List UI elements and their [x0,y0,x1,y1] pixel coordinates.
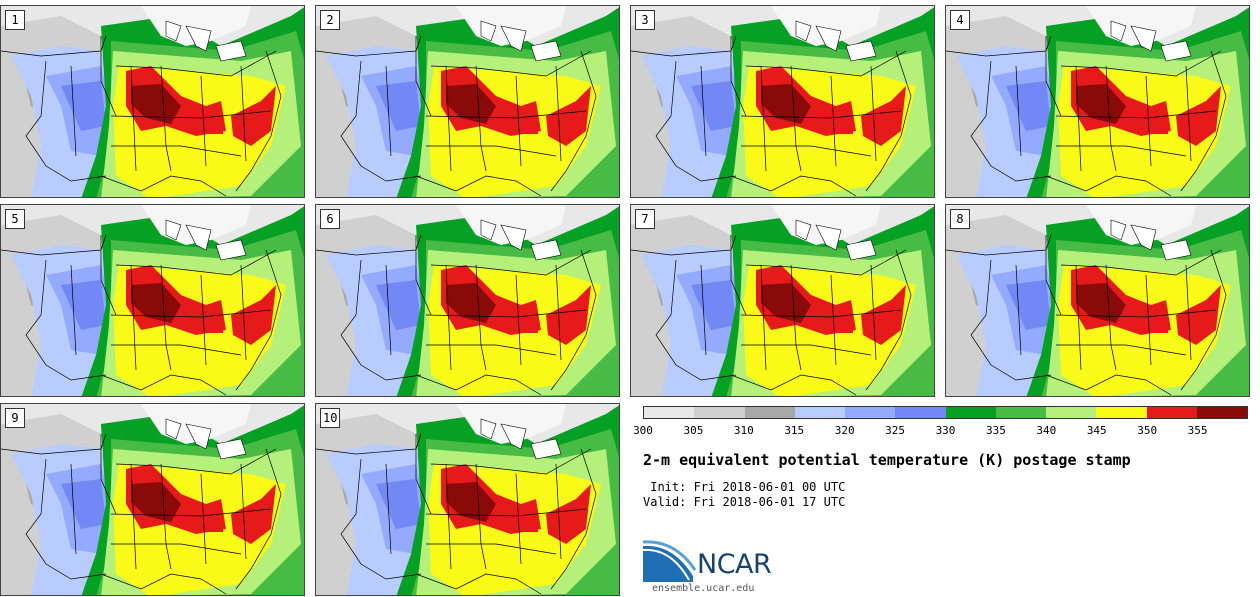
panel-number: 8 [950,209,970,229]
panel-number: 7 [635,209,655,229]
ncar-logo [643,540,697,582]
map-image [316,205,619,396]
panel-number: 2 [320,10,340,30]
colorbar-tick-label: 325 [885,424,906,437]
panel-number: 9 [5,408,25,428]
colorbar-tick-label: 335 [985,424,1006,437]
website-url: ensemble.ucar.edu [652,583,755,594]
map-image [631,6,934,197]
colorbar-segment [744,407,795,418]
colorbar-tick-label: 330 [935,424,956,437]
map-image [631,205,934,396]
postage-stamp-panel: 10 [315,403,620,596]
panel-number: 10 [320,408,341,428]
colorbar-segment [995,407,1046,418]
postage-stamp-panel: 4 [945,5,1250,198]
panel-number: 5 [5,209,25,229]
panel-number: 3 [635,10,655,30]
colorbar-tick-label: 355 [1187,424,1208,437]
colorbar-segment [1046,407,1097,418]
valid-time: Valid: Fri 2018-06-01 17 UTC [643,495,846,509]
colorbar-segment [895,407,946,418]
postage-stamp-panel: 2 [315,5,620,198]
postage-stamp-panel: 8 [945,204,1250,397]
colorbar-segment [1146,407,1197,418]
colorbar-tick-label: 320 [834,424,855,437]
postage-stamp-panel: 1 [0,5,305,198]
ncar-logo-text: NCAR [697,549,772,580]
postage-stamp-panel: 9 [0,403,305,596]
map-image [1,404,304,595]
postage-stamp-panel: 7 [630,204,935,397]
map-image [1,6,304,197]
map-image [316,6,619,197]
map-image [316,404,619,595]
colorbar-tick-label: 315 [784,424,805,437]
panel-number: 1 [5,10,25,30]
colorbar-segment [945,407,996,418]
map-image [946,205,1249,396]
colorbar-segment [1096,407,1147,418]
colorbar-tick-label: 345 [1086,424,1107,437]
postage-stamp-panel: 6 [315,204,620,397]
init-time: Init: Fri 2018-06-01 00 UTC [643,480,846,494]
colorbar-segment [1196,407,1247,418]
colorbar-tick-label: 310 [733,424,754,437]
postage-stamp-panel: 3 [630,5,935,198]
postage-stamp-panel: 5 [0,204,305,397]
figure-title: 2-m equivalent potential temperature (K)… [643,451,1131,469]
colorbar-tick-label: 300 [633,424,653,437]
colorbar-segment [644,407,695,418]
panel-number: 4 [950,10,970,30]
colorbar-tick-label: 350 [1137,424,1158,437]
colorbar-segment [845,407,896,418]
colorbar-tick-label: 305 [683,424,704,437]
colorbar-tick-label: 340 [1036,424,1057,437]
colorbar [643,406,1248,419]
colorbar-segment [694,407,745,418]
map-image [1,205,304,396]
colorbar-segment [794,407,845,418]
map-image [946,6,1249,197]
panel-number: 6 [320,209,340,229]
